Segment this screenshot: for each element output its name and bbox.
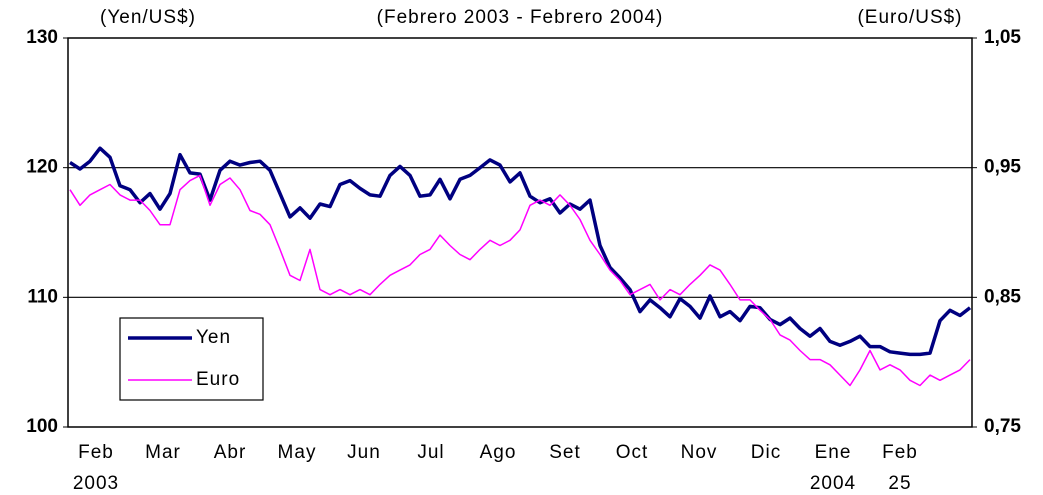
- y2-tick-label: 0,75: [984, 416, 1021, 437]
- x-tick-label: Nov: [681, 442, 718, 463]
- x-tick-label: Jul: [417, 442, 444, 463]
- x-tick-label: Ene: [815, 442, 852, 463]
- x-tick-label: Abr: [214, 442, 247, 463]
- x-tick-label: Jun: [347, 442, 381, 463]
- x-tick-label: May: [278, 442, 317, 463]
- legend-label: Yen: [196, 327, 231, 348]
- x-tick-sublabel: 25: [888, 473, 911, 494]
- series-line: [69, 174, 971, 387]
- plot-area: [67, 37, 973, 428]
- x-tick-label: Feb: [78, 442, 114, 463]
- legend-box: [119, 317, 264, 401]
- x-tick-label: Ago: [480, 442, 517, 463]
- x-tick-label: Feb: [882, 442, 918, 463]
- series-line: [69, 146, 972, 357]
- y-tick-label: 110: [27, 286, 58, 307]
- y-tick-label: 120: [26, 157, 58, 178]
- legend-label: Euro: [196, 369, 240, 390]
- x-tick-sublabel: 2004: [810, 473, 856, 494]
- x-tick-label: Set: [549, 442, 581, 463]
- x-tick-label: Dic: [751, 442, 781, 463]
- y-tick-label: 130: [26, 27, 58, 48]
- chart-subtitle: (Febrero 2003 - Febrero 2004): [377, 7, 664, 28]
- y2-tick-label: 0,95: [984, 157, 1021, 178]
- y2-tick-label: 1,05: [984, 27, 1021, 48]
- y-axis-label: (Yen/US$): [100, 7, 196, 28]
- x-tick-label: Mar: [145, 442, 181, 463]
- y2-tick-label: 0,85: [984, 286, 1021, 307]
- x-tick-label: Oct: [616, 442, 649, 463]
- y2-axis-label: (Euro/US$): [857, 7, 962, 28]
- y-tick-label: 100: [26, 416, 58, 437]
- x-tick-sublabel: 2003: [73, 473, 119, 494]
